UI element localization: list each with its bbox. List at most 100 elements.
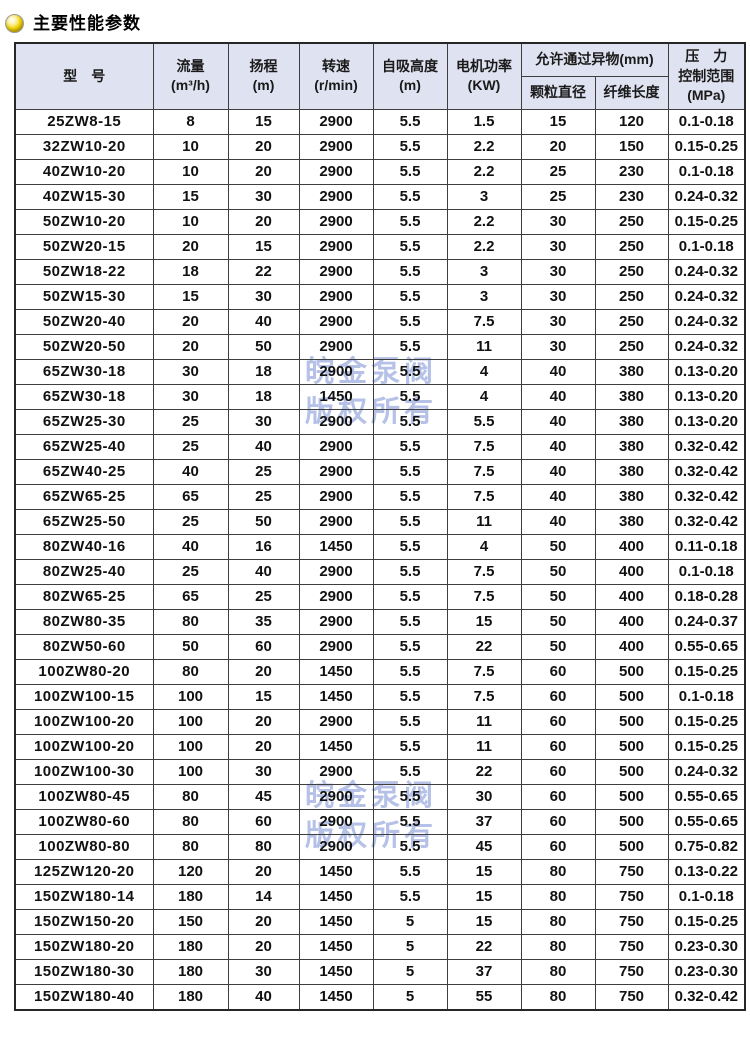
cell-suction: 5: [372, 933, 448, 960]
cell-pressure: 0.32-0.42: [667, 433, 746, 460]
cell-pressure: 0.24-0.32: [667, 183, 746, 210]
cell-speed: 2900: [298, 783, 374, 810]
cell-flow: 80: [152, 608, 229, 635]
cell-flow: 10: [152, 208, 229, 235]
cell-speed: 2900: [298, 433, 374, 460]
cell-model: 100ZW100-20: [14, 708, 154, 735]
cell-speed: 2900: [298, 558, 374, 585]
cell-pressure: 0.11-0.18: [667, 533, 746, 560]
cell-particle: 60: [520, 833, 596, 860]
cell-power: 2.2: [446, 208, 522, 235]
cell-speed: 2900: [298, 158, 374, 185]
header-power: 电机功率 (KW): [446, 42, 522, 110]
cell-speed: 1450: [298, 383, 374, 410]
cell-model: 100ZW80-20: [14, 658, 154, 685]
cell-fiber: 230: [594, 183, 669, 210]
cell-power: 11: [446, 333, 522, 360]
cell-fiber: 400: [594, 583, 669, 610]
table-row: 100ZW100-30 100 30 2900 5.5 22 60 500 0.24-0.32: [14, 758, 746, 785]
cell-power: 7.5: [446, 458, 522, 485]
cell-pressure: 0.1-0.18: [667, 158, 746, 185]
table-row: 65ZW25-30 25 30 2900 5.5 5.5 40 380 0.13-0.20: [14, 408, 746, 435]
cell-particle: 60: [520, 708, 596, 735]
cell-particle: 80: [520, 958, 596, 985]
cell-model: 50ZW18-22: [14, 258, 154, 285]
table-row: 50ZW15-30 15 30 2900 5.5 3 30 250 0.24-0.32: [14, 283, 746, 310]
cell-flow: 180: [152, 958, 229, 985]
cell-particle: 80: [520, 983, 596, 1011]
cell-flow: 40: [152, 458, 229, 485]
cell-speed: 2900: [298, 633, 374, 660]
performance-parameters-table: 型 号 流量 (m³/h) 扬程 (m) 转速 (r/min) 自吸高度 (m)…: [14, 42, 747, 1011]
header-head-unit: (m): [252, 77, 275, 94]
table-row: 150ZW180-40 180 40 1450 5 55 80 750 0.32-0.42: [14, 983, 746, 1011]
cell-model: 40ZW15-30: [14, 183, 154, 210]
cell-power: 22: [446, 633, 522, 660]
cell-suction: 5: [372, 908, 448, 935]
cell-head: 40: [227, 433, 300, 460]
cell-speed: 2900: [298, 308, 374, 335]
cell-suction: 5.5: [372, 883, 448, 910]
cell-particle: 25: [520, 183, 596, 210]
header-suction: 自吸高度 (m): [372, 42, 448, 110]
cell-pressure: 0.55-0.65: [667, 783, 746, 810]
cell-suction: 5.5: [372, 783, 448, 810]
header-particle: 颗粒直径: [520, 75, 596, 110]
table-row: 50ZW20-40 20 40 2900 5.5 7.5 30 250 0.24-0.32: [14, 308, 746, 335]
cell-speed: 2900: [298, 483, 374, 510]
cell-model: 100ZW80-45: [14, 783, 154, 810]
cell-model: 80ZW80-35: [14, 608, 154, 635]
cell-pressure: 0.23-0.30: [667, 933, 746, 960]
cell-flow: 180: [152, 983, 229, 1011]
cell-flow: 15: [152, 183, 229, 210]
cell-power: 2.2: [446, 158, 522, 185]
cell-power: 3: [446, 258, 522, 285]
header-flow-unit: (m³/h): [171, 77, 210, 94]
cell-flow: 10: [152, 158, 229, 185]
header-particle-label: 颗粒直径: [530, 84, 586, 101]
cell-power: 15: [446, 608, 522, 635]
cell-model: 80ZW40-16: [14, 533, 154, 560]
cell-flow: 20: [152, 333, 229, 360]
cell-speed: 1450: [298, 958, 374, 985]
cell-particle: 40: [520, 458, 596, 485]
cell-suction: 5.5: [372, 108, 448, 135]
cell-head: 20: [227, 933, 300, 960]
cell-pressure: 0.24-0.37: [667, 608, 746, 635]
header-speed-unit: (r/min): [314, 77, 358, 94]
table-row: 150ZW150-20 150 20 1450 5 15 80 750 0.15-0.25: [14, 908, 746, 935]
cell-suction: 5.5: [372, 708, 448, 735]
cell-model: 65ZW25-30: [14, 408, 154, 435]
cell-particle: 60: [520, 733, 596, 760]
header-speed: 转速 (r/min): [298, 42, 374, 110]
cell-flow: 65: [152, 583, 229, 610]
cell-flow: 8: [152, 108, 229, 135]
table-row: 65ZW25-50 25 50 2900 5.5 11 40 380 0.32-0.42: [14, 508, 746, 535]
cell-head: 50: [227, 508, 300, 535]
cell-flow: 120: [152, 858, 229, 885]
cell-pressure: 0.1-0.18: [667, 683, 746, 710]
table-row: 25ZW8-15 8 15 2900 5.5 1.5 15 120 0.1-0.18: [14, 108, 746, 135]
cell-power: 2.2: [446, 233, 522, 260]
cell-suction: 5.5: [372, 508, 448, 535]
cell-speed: 1450: [298, 658, 374, 685]
cell-speed: 1450: [298, 908, 374, 935]
cell-pressure: 0.24-0.32: [667, 308, 746, 335]
cell-pressure: 0.15-0.25: [667, 708, 746, 735]
cell-model: 65ZW25-40: [14, 433, 154, 460]
cell-head: 20: [227, 733, 300, 760]
cell-suction: 5.5: [372, 233, 448, 260]
cell-fiber: 230: [594, 158, 669, 185]
cell-model: 65ZW30-18: [14, 383, 154, 410]
cell-flow: 180: [152, 883, 229, 910]
cell-power: 7.5: [446, 583, 522, 610]
cell-pressure: 0.24-0.32: [667, 258, 746, 285]
table-row: 125ZW120-20 120 20 1450 5.5 15 80 750 0.13-0.22: [14, 858, 746, 885]
cell-fiber: 250: [594, 333, 669, 360]
header-speed-label: 转速: [322, 57, 350, 74]
cell-suction: 5.5: [372, 633, 448, 660]
cell-suction: 5.5: [372, 683, 448, 710]
cell-head: 80: [227, 833, 300, 860]
cell-suction: 5.5: [372, 858, 448, 885]
table-body: 25ZW8-15 8 15 2900 5.5 1.5 15 120 0.1-0.18 32ZW10…: [14, 108, 746, 1011]
